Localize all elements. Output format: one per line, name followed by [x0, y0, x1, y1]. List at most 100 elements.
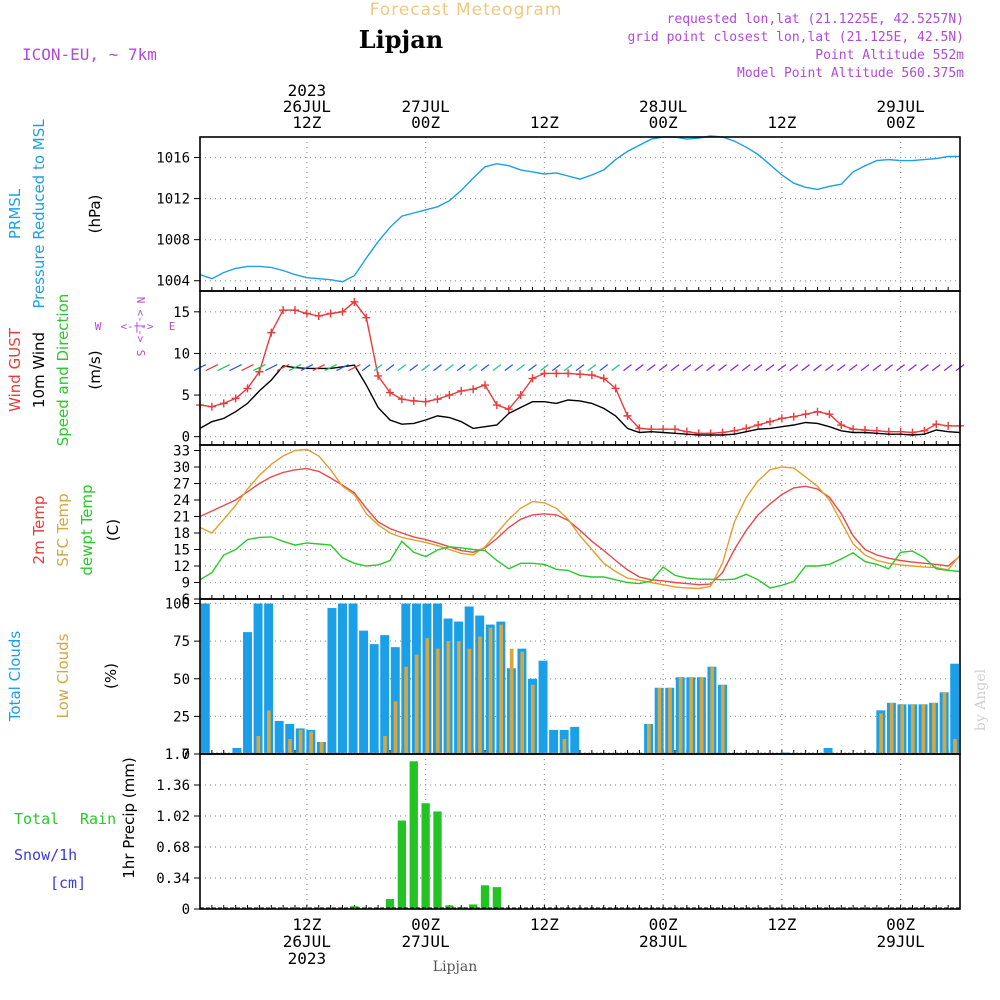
- wind-direction-arrow: [229, 364, 242, 372]
- gust-point: [409, 396, 418, 405]
- wind-direction-arrow: [575, 364, 585, 372]
- wind-direction-arrow: [611, 364, 621, 372]
- label-ms: (m/s): [86, 350, 104, 389]
- y-tick-label: 1.36: [156, 778, 190, 794]
- y-tick-label: 50: [173, 672, 190, 688]
- y-tick-label: 0.68: [156, 840, 190, 856]
- wind-direction-arrow: [528, 364, 537, 372]
- total-cloud-bar: [823, 747, 833, 754]
- label-celsius: (C): [104, 519, 122, 541]
- low-cloud-bar: [953, 738, 957, 754]
- wind-direction-arrow: [385, 364, 395, 372]
- time-label-top: 28JUL: [639, 97, 687, 116]
- y-tick-label: 1004: [156, 274, 190, 290]
- gust-point: [932, 420, 941, 429]
- time-label-top: 12Z: [292, 113, 321, 132]
- gust-point: [207, 402, 216, 411]
- wind-direction-arrow: [623, 364, 632, 372]
- time-label-bottom: 00Z: [649, 915, 678, 934]
- rain-bar: [492, 887, 502, 909]
- model-altitude: Model Point Altitude 560.375m: [737, 66, 964, 81]
- gust-point: [279, 306, 288, 315]
- gust-point: [789, 412, 798, 421]
- time-label-top: 26JUL: [283, 97, 331, 116]
- wind-direction-arrow: [444, 364, 454, 372]
- gust-point: [777, 414, 786, 423]
- time-label-bottom: 28JUL: [639, 932, 687, 951]
- y-tick-label: 100: [165, 597, 190, 613]
- wind-direction-arrow: [373, 364, 383, 372]
- time-label-bottom: 00Z: [411, 915, 440, 934]
- gust-point: [671, 425, 679, 434]
- low-cloud-bar: [910, 704, 915, 754]
- wind-direction-arrow: [563, 364, 573, 372]
- label-pressure-msl: Pressure Reduced to MSL: [30, 119, 48, 309]
- low-cloud-bar: [921, 704, 926, 754]
- wind-direction-arrow: [421, 364, 431, 372]
- compass-icon: N <-|-> S W <-|-> E: [95, 297, 176, 357]
- precip-panel: 0 0.34 0.68 1.02 1.36 1.7: [156, 747, 961, 918]
- label-sfc-temp: SFC Temp: [54, 493, 72, 566]
- compass-south: S: [134, 350, 147, 357]
- gust-point: [587, 371, 596, 380]
- label-low-clouds: Low Clouds: [54, 633, 72, 718]
- series-line-sfc-temp: [199, 448, 961, 590]
- wind-direction-arrow: [836, 364, 846, 372]
- pressure-frame: [199, 136, 961, 292]
- time-label-top: 00Z: [411, 113, 440, 132]
- gust-point: [350, 297, 359, 306]
- low-cloud-bar: [267, 710, 271, 754]
- gust-point: [433, 395, 442, 404]
- y-tick-label: 0: [182, 430, 190, 446]
- label-wind-gust: Wind GUST: [6, 327, 24, 412]
- low-cloud-bar: [530, 684, 535, 754]
- low-cloud-bar: [288, 738, 292, 754]
- label-2m-temp: 2m Temp: [30, 496, 48, 565]
- wind-direction-arrow: [729, 364, 739, 372]
- low-cloud-bar: [425, 638, 430, 754]
- wind-direction-arrow: [777, 364, 787, 372]
- gust-point: [766, 417, 774, 426]
- label-rain: Rain: [80, 810, 116, 828]
- rain-bar: [421, 803, 430, 909]
- wind-direction-arrow: [397, 364, 407, 372]
- wind-direction-arrow: [324, 364, 337, 372]
- gust-point: [219, 399, 228, 408]
- label-dewpt-temp: dewpt Temp: [78, 484, 96, 575]
- low-cloud-bar: [298, 729, 303, 754]
- label-snow: Snow/1h: [14, 846, 77, 864]
- gust-point: [540, 369, 549, 378]
- compass-west: W: [95, 320, 102, 333]
- wind-direction-arrow: [765, 364, 775, 372]
- label-total: Total: [14, 810, 59, 828]
- gust-point: [291, 306, 299, 315]
- total-cloud-bar: [285, 723, 295, 754]
- time-label-top: 12Z: [767, 113, 796, 132]
- time-label-top: 12Z: [530, 113, 559, 132]
- gust-point: [837, 421, 846, 430]
- gust-point: [338, 307, 347, 316]
- low-cloud-bar: [256, 735, 261, 754]
- low-cloud-bar: [720, 684, 725, 754]
- grid-point-coords: grid point closest lon,lat (21.125E, 42.…: [627, 30, 964, 45]
- wind-direction-arrow: [253, 364, 266, 372]
- y-tick-label: 25: [173, 709, 190, 725]
- y-tick-label: 0: [182, 902, 190, 918]
- rain-bar: [480, 885, 490, 909]
- label-speed-direction: Speed and Direction: [54, 294, 72, 447]
- low-cloud-bar: [879, 713, 883, 754]
- low-cloud-bar: [404, 666, 408, 754]
- gust-point: [314, 311, 323, 320]
- y-tick-label: 5: [182, 388, 190, 404]
- series-line-dewpt-temp: [199, 536, 961, 589]
- wind-direction-arrow: [813, 364, 822, 372]
- wind-direction-arrow: [336, 364, 349, 372]
- low-cloud-bar: [467, 648, 472, 754]
- low-cloud-bar: [457, 641, 461, 754]
- time-label-bottom: 29JUL: [877, 932, 925, 951]
- gust-point: [362, 313, 371, 322]
- gust-point: [599, 374, 608, 383]
